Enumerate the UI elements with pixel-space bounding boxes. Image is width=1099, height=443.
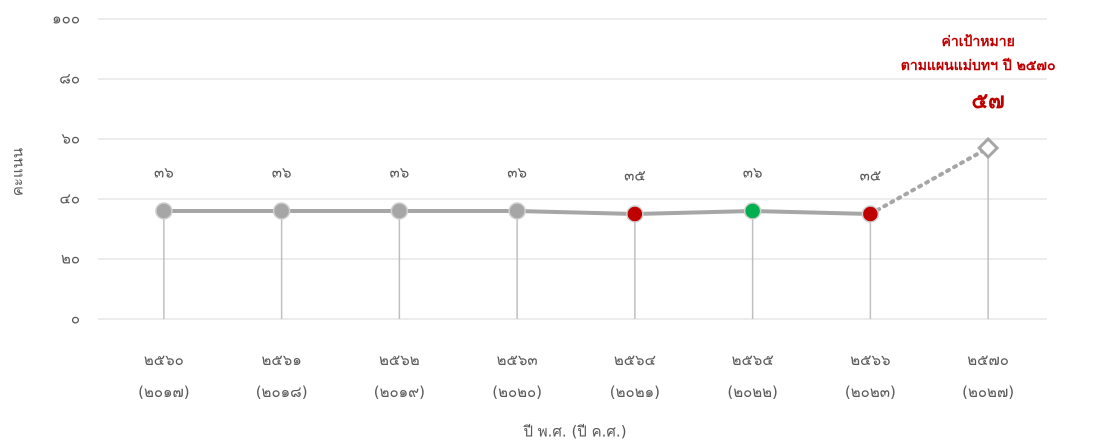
marker [508, 202, 526, 220]
x-tick-label: ๒๕๖๑(๒๐๑๘) [256, 351, 308, 401]
y-axis-label: คะแนน [9, 148, 27, 196]
data-label: ๓๕ [860, 167, 882, 185]
marker [743, 202, 762, 220]
data-label: ๓๖ [272, 164, 292, 182]
marker [272, 202, 291, 220]
marker [861, 205, 880, 223]
data-label: ๓๕ [624, 167, 646, 185]
x-tick-label: ๒๕๖๐(๒๐๑๗) [138, 351, 190, 401]
data-label: ๓๖ [507, 164, 527, 182]
marker [390, 202, 409, 220]
x-tick-label: ๒๕๖๖(๒๐๒๓) [845, 351, 896, 401]
annotation: ตามแผนแม่บทฯ ปี ๒๕๗๐ [901, 58, 1056, 74]
y-tick-label: ๑๐๐ [52, 10, 80, 28]
annotation: ค่าเป้าหมาย [941, 34, 1014, 50]
target-connector [868, 146, 991, 216]
data-label: ๓๖ [389, 164, 409, 182]
x-tick-label: ๒๕๖๒(๒๐๑๙) [374, 351, 425, 401]
x-tick-label: ๒๕๖๕(๒๐๒๒) [727, 351, 778, 401]
marker [626, 205, 644, 223]
data-label: ๓๖ [154, 164, 174, 182]
y-tick-label: ๖๐ [61, 130, 80, 148]
x-tick-label: ๒๕๖๓(๒๐๒๐) [492, 351, 542, 401]
y-tick-label: ๒๐ [61, 250, 80, 268]
data-label: ๕๗ [972, 89, 1005, 114]
marker [155, 202, 173, 220]
marker [977, 136, 1000, 160]
x-tick-label: ๒๕๗๐(๒๐๒๗) [962, 351, 1014, 401]
y-tick-label: ๘๐ [59, 70, 80, 88]
x-axis-label: ปี พ.ศ. (ปี ค.ศ.) [523, 423, 627, 441]
data-label: ๓๖ [743, 164, 763, 182]
y-tick-label: ๐ [71, 310, 80, 328]
x-tick-label: ๒๕๖๔(๒๐๒๑) [610, 351, 660, 401]
y-tick-label: ๔๐ [59, 190, 80, 208]
